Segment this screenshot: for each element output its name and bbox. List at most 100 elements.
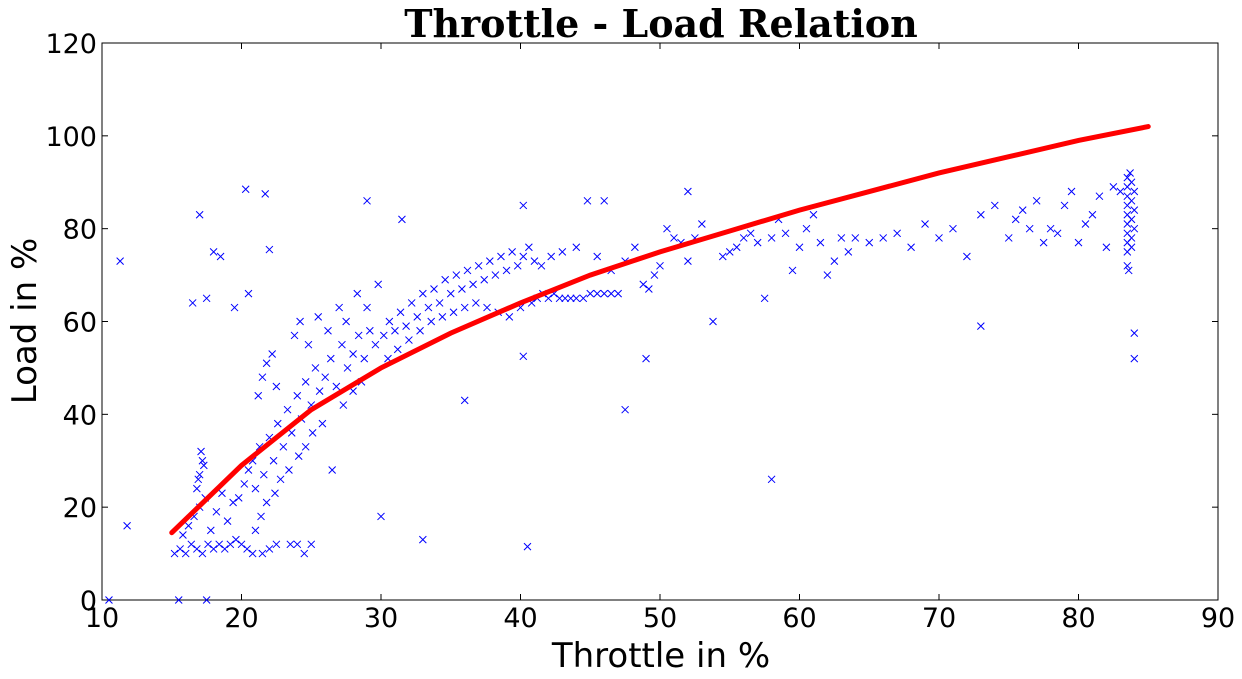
scatter-point	[105, 596, 113, 604]
scatter-point	[441, 275, 450, 284]
scatter-point	[767, 234, 776, 242]
scatter-point	[525, 243, 533, 252]
scatter-point	[418, 535, 427, 544]
scatter-point	[237, 540, 246, 549]
scatter-point	[301, 442, 310, 451]
scatter-point	[537, 261, 546, 270]
fit-curve	[169, 124, 1151, 536]
scatter-point	[1032, 196, 1041, 205]
y-tick-label: 60	[63, 308, 97, 339]
scatter-point	[230, 303, 239, 312]
scatter-point	[413, 313, 422, 321]
scatter-point	[795, 243, 804, 252]
scatter-point	[328, 466, 337, 474]
scatter-point	[1074, 238, 1083, 247]
scatter-point	[1067, 187, 1076, 196]
scatter-point	[265, 545, 274, 553]
scatter-point	[474, 261, 483, 270]
scatter-point	[1130, 329, 1139, 337]
x-tick-label: 70	[922, 603, 956, 634]
scatter-point	[607, 289, 616, 298]
scatter-point	[339, 401, 348, 409]
scatter-point	[194, 475, 203, 484]
scatter-point	[407, 299, 416, 307]
scatter-point	[593, 289, 602, 298]
scatter-point	[202, 294, 211, 303]
scatter-point	[1004, 234, 1013, 242]
scatter-point	[212, 507, 221, 516]
scatter-point	[725, 248, 734, 256]
scatter-point	[976, 322, 985, 330]
scatter-point	[254, 391, 263, 400]
scatter-point	[271, 489, 279, 498]
scatter-point	[240, 480, 249, 488]
scatter-point	[614, 289, 623, 298]
scatter-point	[739, 234, 748, 242]
scatter-point	[204, 540, 212, 549]
scatter-point	[195, 210, 204, 219]
scatter-point	[1126, 169, 1134, 177]
scatter-point	[293, 540, 302, 549]
scatter-point	[273, 419, 282, 428]
scatter-point	[519, 352, 528, 361]
scatter-point	[293, 391, 302, 400]
scatter-point	[621, 405, 629, 414]
plot-area: 10 20 30 40 50 60 70 80 90 0 20 40 60 80 100 120	[45, 29, 1235, 634]
scatter-point	[1127, 196, 1136, 205]
scatter-point	[424, 303, 433, 312]
scatter-point	[349, 350, 357, 358]
scatter-point	[561, 294, 569, 303]
scatter-point	[469, 280, 477, 289]
scatter-point	[760, 294, 769, 303]
scatter-point	[209, 248, 218, 256]
y-axis: 0 20 40 60 80 100 120	[45, 29, 1218, 617]
scatter-point	[427, 317, 436, 326]
scatter-point	[318, 419, 327, 428]
scatter-point	[285, 466, 293, 474]
scatter-point	[990, 201, 999, 210]
scatter-point	[198, 549, 207, 558]
scatter-point	[1095, 192, 1104, 201]
scatter-point	[314, 313, 323, 321]
scatter-point	[907, 243, 915, 252]
scatter-point	[229, 498, 237, 507]
scatter-point	[391, 326, 399, 335]
scatter-point	[262, 359, 271, 368]
scatter-point	[1088, 210, 1097, 219]
scatter-point	[338, 340, 346, 349]
scatter-point	[315, 387, 324, 395]
scatter-point	[294, 452, 303, 460]
scatter-point	[234, 494, 243, 502]
scatter-point	[179, 531, 187, 539]
scatter-point	[879, 234, 888, 242]
scatter-point	[830, 257, 839, 266]
scatter-point	[547, 252, 556, 261]
chart-title: Throttle - Load Relation	[404, 1, 917, 46]
scatter-point	[718, 252, 727, 261]
scatter-point	[301, 377, 310, 386]
scatter-point	[181, 549, 190, 558]
scatter-point	[1130, 187, 1139, 196]
scatter-point	[460, 396, 469, 405]
scatter-point	[193, 484, 201, 493]
scatter-point	[1127, 178, 1136, 187]
scatter-point	[851, 234, 860, 242]
scatter-point	[709, 317, 717, 326]
scatter-point	[251, 484, 260, 493]
scatter-point	[600, 196, 609, 205]
scatter-point	[286, 540, 295, 549]
scatter-point	[197, 447, 205, 456]
scatter-point	[1046, 224, 1055, 233]
scatter-point	[802, 224, 811, 233]
scatter-point	[244, 466, 253, 474]
scatter-point	[290, 331, 299, 340]
scatter-point	[216, 252, 225, 261]
scatter-point	[402, 322, 410, 330]
scatter-point	[631, 243, 639, 252]
scatter-point	[304, 340, 313, 349]
scatter-point	[781, 229, 790, 238]
scatter-point	[377, 512, 385, 521]
scatter-point	[483, 303, 491, 312]
y-tick-label: 20	[63, 493, 97, 524]
scatter-point	[463, 266, 472, 275]
